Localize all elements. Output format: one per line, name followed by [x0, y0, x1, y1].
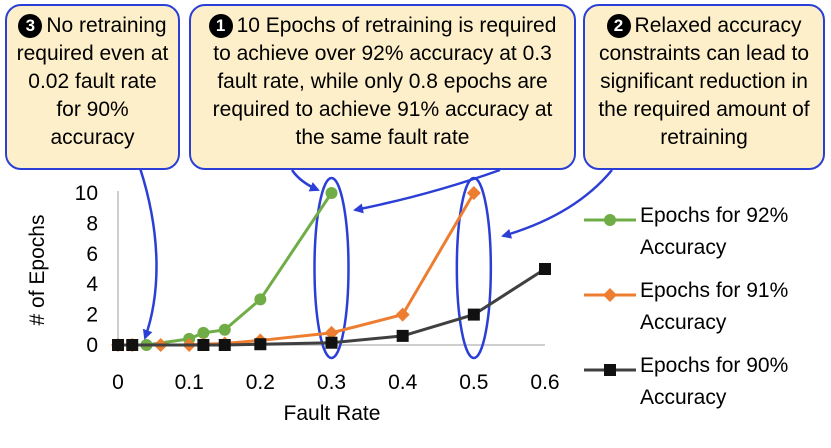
y-axis-title: # of Epochs [26, 215, 49, 326]
x-tick-label: 0.1 [175, 371, 204, 394]
y-tick-label: 4 [86, 273, 98, 296]
data-point [539, 263, 551, 275]
data-point [467, 308, 480, 321]
x-axis-title: Fault Rate [284, 402, 381, 425]
callout-no-retraining: 3 No retraining required even at 0.02 fau… [5, 4, 180, 170]
legend-label: Epochs for 92% Accuracy [640, 204, 789, 259]
callout-text: Relaxed accuracy constraints can lead to… [598, 14, 810, 149]
y-tick-label: 8 [86, 212, 98, 235]
data-point [197, 326, 210, 339]
legend-item-90: Epochs for 90% Accuracy [584, 350, 824, 425]
highlight-ellipse [313, 176, 350, 360]
data-point [112, 339, 124, 351]
legend-item-92: Epochs for 92% Accuracy [584, 200, 824, 275]
data-point [254, 338, 267, 351]
x-tick-label: 0.6 [530, 371, 559, 394]
x-tick-label: 0.4 [388, 371, 418, 394]
data-point [254, 293, 267, 306]
data-point [396, 329, 409, 342]
y-tick-label: 2 [86, 304, 98, 327]
chart-legend: Epochs for 92% Accuracy Epochs for 91% A… [584, 200, 824, 425]
callout-badge: 3 [18, 14, 43, 38]
callout-text: No retraining required even at 0.02 faul… [16, 14, 169, 149]
x-tick-label: 0.3 [317, 371, 346, 394]
data-point [126, 339, 139, 351]
data-point [218, 339, 231, 351]
legend-label: Epochs for 90% Accuracy [640, 354, 789, 409]
data-point [325, 187, 338, 199]
callout-badge: 1 [208, 14, 233, 38]
x-tick-label: 0.5 [459, 371, 488, 394]
data-point [218, 323, 231, 336]
callout-badge: 2 [606, 14, 631, 38]
data-point [395, 307, 410, 322]
data-point [197, 339, 210, 351]
data-point [324, 325, 339, 340]
data-point [325, 336, 338, 349]
legend-label: Epochs for 91% Accuracy [640, 279, 789, 334]
legend-swatch-square [584, 364, 636, 376]
annotation-arrow [353, 168, 501, 214]
x-tick-label: 0 [112, 371, 124, 394]
legend-swatch-circle [584, 214, 636, 226]
callout-relaxed-accuracy: 2 Relaxed accuracy constraints can lead t… [583, 4, 825, 170]
y-tick-label: 6 [86, 243, 98, 266]
callout-text: 10 Epochs of retraining is required to a… [212, 14, 557, 149]
legend-swatch-diamond [584, 288, 636, 302]
highlight-ellipse [455, 176, 493, 360]
legend-item-91: Epochs for 91% Accuracy [584, 275, 824, 350]
annotation-arrow [501, 169, 613, 239]
annotation-arrow [138, 167, 158, 340]
annotation-arrow [290, 169, 320, 192]
data-point [466, 186, 481, 200]
callout-epochs-required: 1 10 Epochs of retraining is required to … [189, 4, 576, 170]
series-line [118, 192, 476, 347]
y-tick-label: 10 [75, 182, 98, 205]
x-tick-label: 0.2 [246, 371, 275, 394]
y-tick-label: 0 [86, 334, 98, 357]
